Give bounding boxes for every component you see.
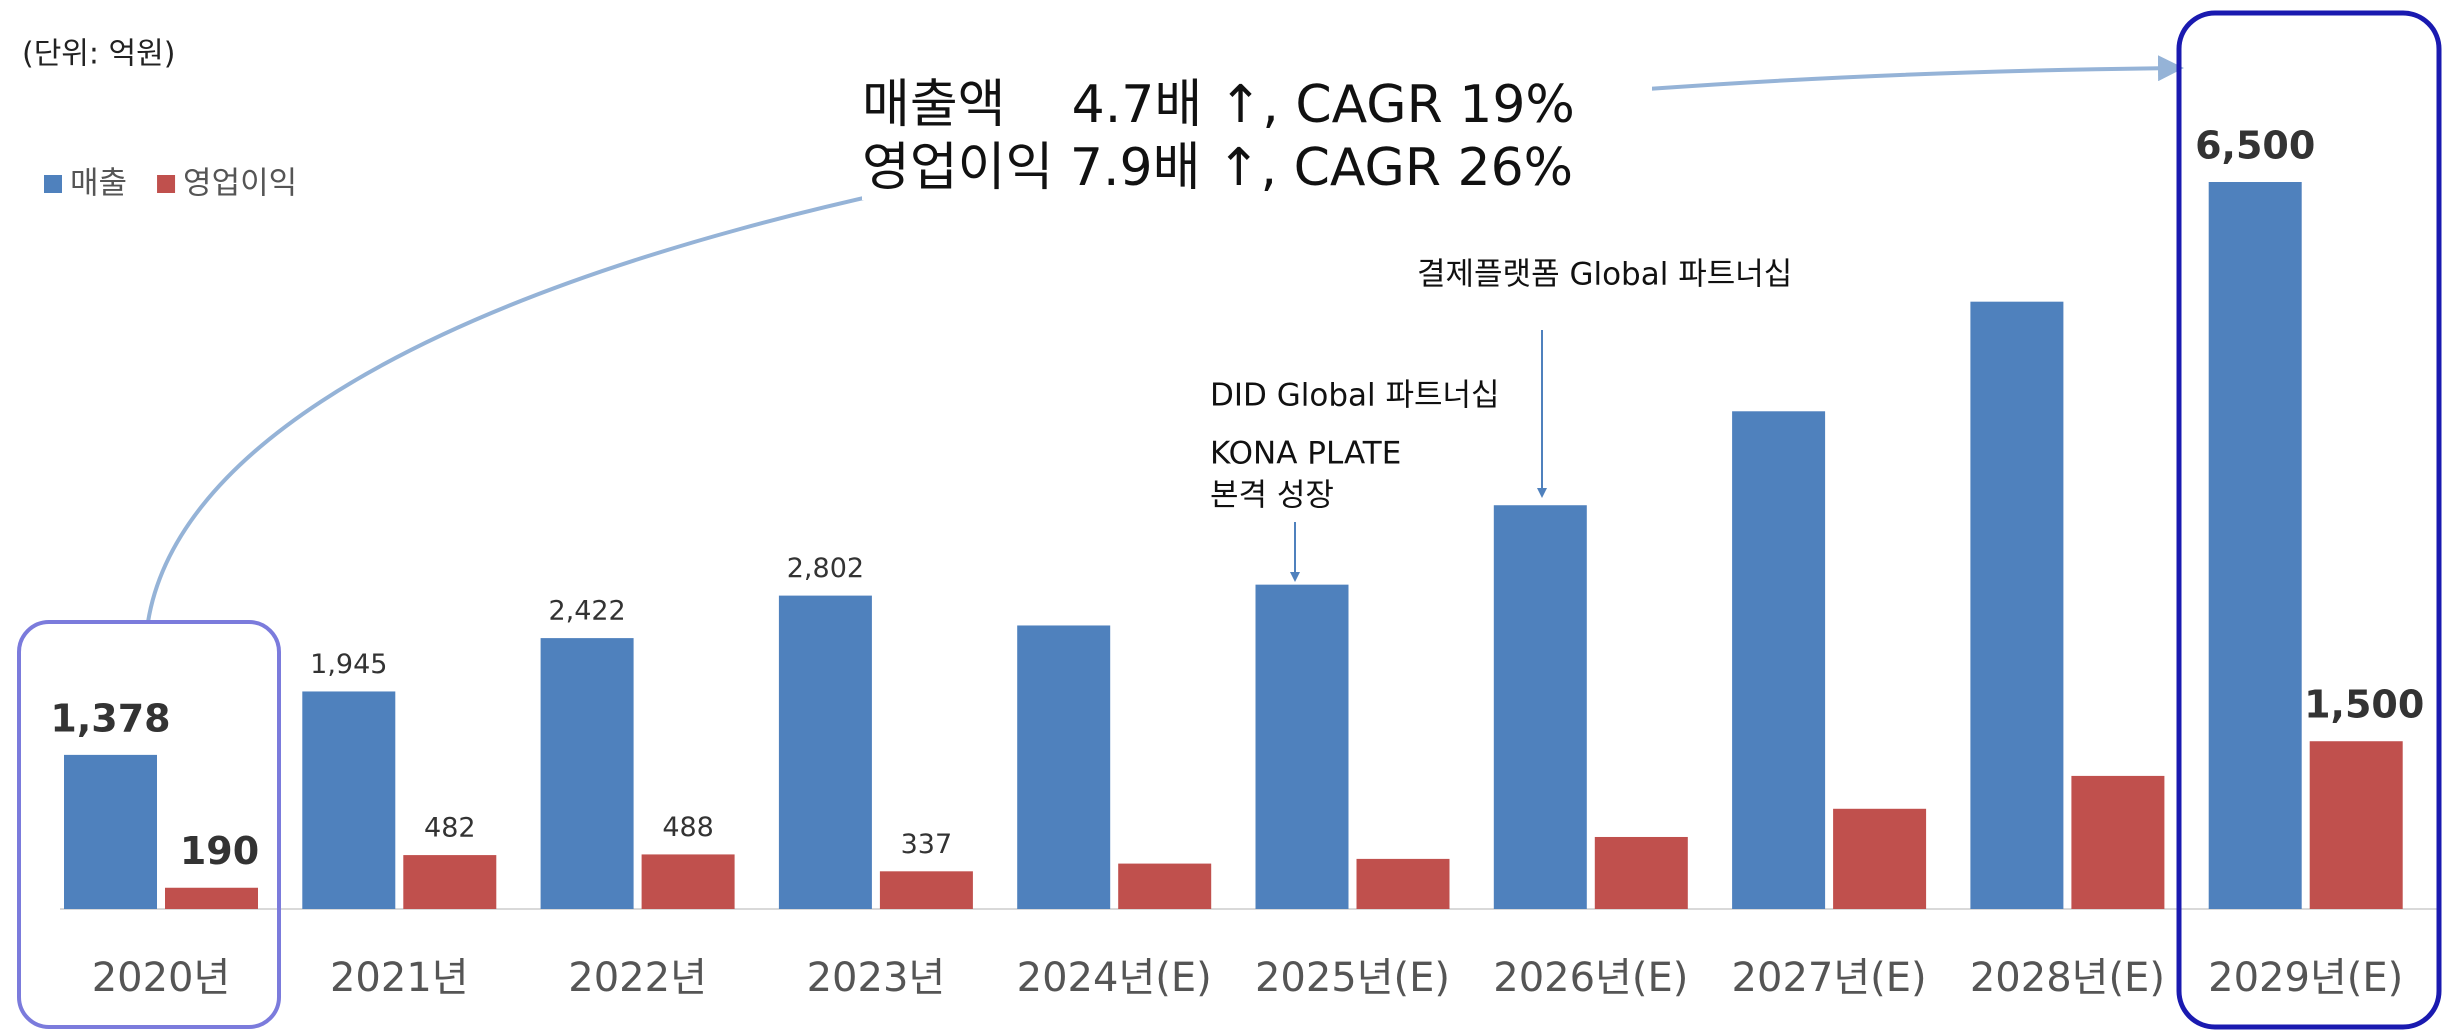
growth-arrow	[146, 55, 2184, 623]
bar	[1732, 411, 1826, 909]
callout: DID Global 파트너십	[1210, 378, 1500, 414]
data-label: 1,500	[2304, 683, 2424, 727]
x-tick-label: 2021년	[330, 955, 469, 1001]
data-label: 2,422	[548, 596, 625, 627]
data-label: 482	[424, 813, 476, 844]
data-label: 2,802	[787, 553, 864, 584]
highlight-box	[17, 620, 281, 1029]
legend-swatch	[157, 175, 176, 193]
data-label: 6,500	[2195, 124, 2315, 168]
bar	[64, 754, 157, 909]
bar	[165, 887, 258, 909]
x-tick-label: 2027년(E)	[1732, 955, 1927, 1001]
data-label: 1,378	[50, 696, 170, 740]
bar	[778, 595, 872, 909]
callout: 결제플랫폼 Global 파트너십	[1417, 257, 1792, 293]
bar	[2071, 775, 2165, 909]
headline: 영업이익 7.9배 ↑, CAGR 26%	[862, 138, 1573, 198]
bar	[879, 871, 973, 909]
bar	[2309, 741, 2403, 909]
bar	[1356, 858, 1450, 909]
bar	[1833, 808, 1927, 909]
bar	[2208, 182, 2302, 909]
x-tick-label: 2020년	[92, 955, 231, 1001]
bar	[403, 855, 497, 909]
callout: KONA PLATE	[1210, 436, 1401, 472]
data-label: 190	[180, 829, 259, 873]
bar	[1255, 584, 1349, 909]
bar	[641, 854, 735, 909]
bar	[1493, 505, 1587, 909]
legend-label: 매출	[70, 166, 127, 202]
x-tick-label: 2028년(E)	[1970, 955, 2165, 1001]
data-label: 337	[901, 829, 953, 860]
highlight-box	[2176, 10, 2442, 1030]
x-tick-label: 2026년(E)	[1493, 955, 1688, 1001]
bar	[1970, 301, 2064, 909]
bar	[1594, 836, 1688, 909]
bar	[1118, 863, 1212, 909]
data-label: 488	[662, 812, 714, 843]
x-tick-label: 2023년	[807, 955, 946, 1001]
bar	[1017, 625, 1111, 909]
bar	[540, 638, 634, 909]
bar	[302, 691, 396, 909]
x-tick-label: 2024년(E)	[1017, 955, 1212, 1001]
headline-bg	[862, 60, 1652, 200]
x-tick-label: 2025년(E)	[1255, 955, 1450, 1001]
headline: 매출액 4.7배 ↑, CAGR 19%	[862, 75, 1575, 135]
legend-label: 영업이익	[183, 166, 297, 202]
data-label: 1,945	[310, 649, 387, 680]
legend-swatch	[44, 175, 62, 193]
unit-title: (단위: 억원)	[22, 37, 175, 72]
x-tick-label: 2029년(E)	[2208, 955, 2403, 1001]
x-tick-label: 2022년	[568, 955, 707, 1001]
callout: 본격 성장	[1210, 478, 1334, 514]
